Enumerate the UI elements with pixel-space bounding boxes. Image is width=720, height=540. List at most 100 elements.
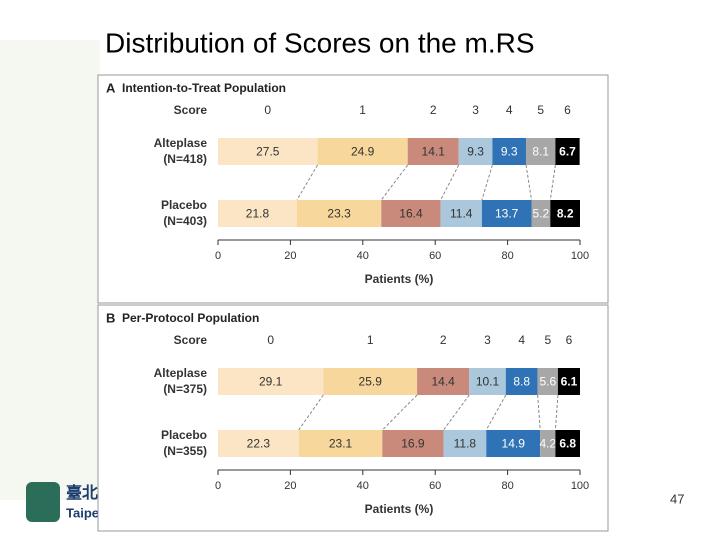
bar-segment [218, 430, 299, 457]
category-label: Alteplase [154, 366, 208, 380]
value-label: 21.8 [246, 207, 270, 221]
legend-entry: 1 [367, 333, 374, 347]
value-label: 29.1 [259, 375, 283, 389]
value-label: 6.1 [561, 375, 578, 389]
panel-frame [97, 74, 609, 304]
group-size: (N=375) [163, 382, 207, 396]
group-size: (N=355) [163, 444, 207, 458]
connector [549, 164, 556, 201]
connector [485, 394, 507, 431]
value-label: 5.6 [539, 375, 556, 389]
x-tick-label: 80 [501, 250, 513, 262]
value-label: 10.1 [476, 375, 500, 389]
connector [440, 164, 460, 201]
x-tick-label: 0 [215, 480, 221, 492]
value-label: 8.2 [557, 207, 574, 221]
value-label: 27.5 [256, 145, 280, 159]
panel-label: B [106, 310, 115, 325]
bar-segment [555, 430, 580, 457]
group-size: (N=403) [163, 214, 207, 228]
legend-entry: 6 [564, 103, 571, 117]
x-tick-label: 80 [501, 480, 513, 492]
legend-entry: 2 [430, 103, 437, 117]
legend-entry: 1 [359, 103, 366, 117]
value-label: 23.1 [329, 437, 353, 451]
bar-segment [382, 430, 444, 457]
x-tick-label: 40 [357, 480, 369, 492]
bar-segment [557, 368, 580, 395]
x-tick-label: 60 [429, 480, 441, 492]
legend-entry: 3 [472, 103, 479, 117]
bar-segment [440, 200, 482, 227]
connector [298, 394, 324, 431]
bar-segment [417, 368, 470, 395]
value-label: 16.9 [401, 437, 425, 451]
legend-entry: 4 [506, 103, 513, 117]
decor [0, 40, 100, 500]
connector [554, 394, 559, 431]
x-tick-label: 20 [284, 480, 296, 492]
value-label: 14.9 [502, 437, 526, 451]
value-label: 4.2 [539, 437, 556, 451]
value-label: 14.1 [422, 145, 446, 159]
value-label: 8.8 [513, 375, 530, 389]
panel-title: Per-Protocol Population [122, 311, 259, 325]
logo-text: Taipei [66, 505, 103, 520]
bar-segment [407, 138, 459, 165]
legend-title: Score [174, 333, 208, 347]
bar-segment [537, 368, 558, 395]
value-label: 13.7 [495, 207, 519, 221]
x-axis-label: Patients (%) [365, 272, 434, 286]
bar-segment [218, 200, 297, 227]
legend-entry: 3 [484, 333, 491, 347]
value-label: 24.9 [351, 145, 375, 159]
bar-segment [298, 430, 383, 457]
x-tick-label: 100 [571, 250, 589, 262]
page-number: 47 [670, 491, 684, 506]
connector [380, 164, 409, 201]
bar-segment [481, 200, 532, 227]
category-label: Placebo [161, 198, 207, 212]
x-tick-label: 40 [357, 250, 369, 262]
x-tick-label: 0 [215, 250, 221, 262]
bar-segment [218, 368, 324, 395]
panel-frame [97, 304, 609, 532]
x-axis-label: Patients (%) [365, 502, 434, 516]
connector [296, 164, 318, 201]
connector [381, 394, 418, 431]
value-label: 6.8 [559, 437, 576, 451]
x-tick-label: 20 [284, 250, 296, 262]
value-label: 22.3 [247, 437, 271, 451]
bar-segment [458, 138, 493, 165]
value-label: 9.3 [467, 145, 484, 159]
bar-segment [540, 430, 556, 457]
bar-segment [323, 368, 418, 395]
logo-icon [26, 482, 60, 522]
panel-title: Intention-to-Treat Population [122, 81, 286, 95]
legend-entry: 6 [566, 333, 573, 347]
bar-segment [555, 138, 580, 165]
bar-segment [469, 368, 506, 395]
value-label: 8.1 [532, 145, 549, 159]
x-tick-label: 100 [571, 480, 589, 492]
bar-segment [505, 368, 538, 395]
bar-segment [492, 138, 527, 165]
value-label: 25.9 [359, 375, 383, 389]
category-label: Placebo [161, 428, 207, 442]
connector [443, 394, 470, 431]
bar-segment [218, 138, 318, 165]
legend-entry: 4 [518, 333, 525, 347]
legend-entry: 2 [440, 333, 447, 347]
bar-segment [486, 430, 541, 457]
group-size: (N=418) [163, 152, 207, 166]
bar-segment [550, 200, 580, 227]
logo-text: 臺北 [66, 483, 98, 502]
legend-entry: 0 [264, 103, 271, 117]
connector [537, 394, 541, 431]
category-label: Alteplase [154, 136, 208, 150]
legend-entry: 5 [537, 103, 544, 117]
connector [525, 164, 532, 201]
value-label: 5.2 [533, 207, 550, 221]
x-tick-label: 60 [429, 250, 441, 262]
